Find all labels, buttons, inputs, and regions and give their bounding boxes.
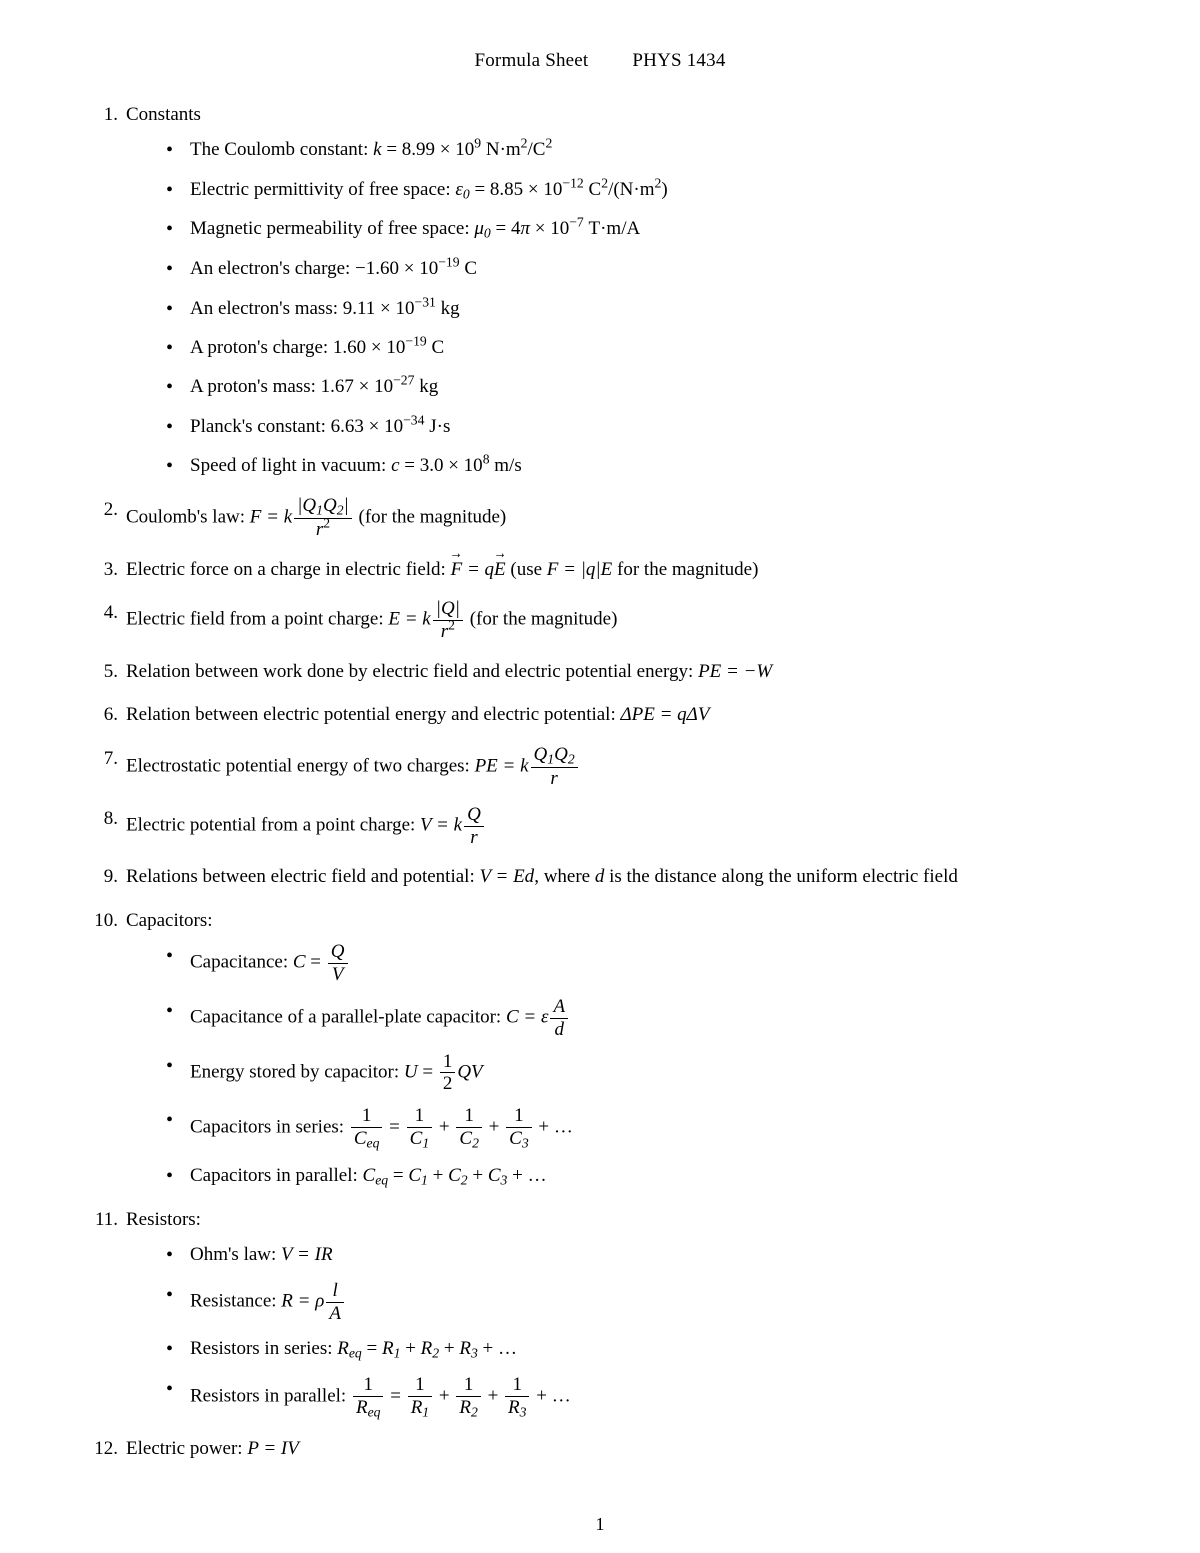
const-coulomb: The Coulomb constant: k = 8.99 × 109 N·m…: [166, 135, 1110, 164]
const-permittivity: Electric permittivity of free space: ε0 …: [166, 175, 1110, 205]
item-11-title: Resistors:: [126, 1209, 201, 1230]
const-permeability: Magnetic permeability of free space: μ0 …: [166, 214, 1110, 244]
document-page: Formula Sheet PHYS 1434 Constants The Cou…: [0, 0, 1200, 1553]
item-1-title: Constants: [126, 104, 201, 125]
resistors-bullets: Ohm's law: V = IR Resistance: R = ρlA Re…: [166, 1240, 1110, 1420]
item-1-constants: Constants The Coulomb constant: k = 8.99…: [90, 100, 1110, 481]
res-ohms-law: Ohm's law: V = IR: [166, 1240, 1110, 1269]
cap-parallel: Capacitors in parallel: Ceq = C1 + C2 + …: [166, 1161, 1110, 1191]
item-4-post: (for the magnitude): [465, 609, 617, 630]
page-header: Formula Sheet PHYS 1434: [90, 50, 1110, 72]
item-8-frac: Qr: [464, 804, 484, 849]
const-planck: Planck's constant: 6.63 × 10−34 J·s: [166, 412, 1110, 441]
cap-capacitance: Capacitance: C = QV: [166, 941, 1110, 986]
item-7-electrostatic-pe: Electrostatic potential energy of two ch…: [90, 744, 1110, 790]
item-9-field-potential: Relations between electric field and pot…: [90, 862, 1110, 891]
const-electron-mass: An electron's mass: 9.11 × 10−31 kg: [166, 294, 1110, 323]
item-2-post: (for the magnitude): [354, 506, 506, 527]
constants-bullets: The Coulomb constant: k = 8.99 × 109 N·m…: [166, 135, 1110, 480]
formula-list: Constants The Coulomb constant: k = 8.99…: [90, 100, 1110, 1464]
res-resistance: Resistance: R = ρlA: [166, 1280, 1110, 1325]
item-2-coulombs-law: Coulomb's law: F = k|Q1Q2|r2 (for the ma…: [90, 495, 1110, 541]
capacitors-bullets: Capacitance: C = QV Capacitance of a par…: [166, 941, 1110, 1191]
item-10-capacitors: Capacitors: Capacitance: C = QV Capacita…: [90, 906, 1110, 1191]
const-electron-charge: An electron's charge: −1.60 × 10−19 C: [166, 254, 1110, 283]
item-10-title: Capacitors:: [126, 910, 213, 931]
item-8-pre: Electric potential from a point charge:: [126, 814, 420, 835]
item-5-work-pe: Relation between work done by electric f…: [90, 657, 1110, 686]
item-7-pre: Electrostatic potential energy of two ch…: [126, 755, 475, 776]
const-proton-mass: A proton's mass: 1.67 × 10−27 kg: [166, 372, 1110, 401]
const-speed-light: Speed of light in vacuum: c = 3.0 × 108 …: [166, 451, 1110, 480]
page-number: 1: [0, 1514, 1200, 1535]
item-8-potential-point: Electric potential from a point charge: …: [90, 804, 1110, 849]
const-proton-charge: A proton's charge: 1.60 × 10−19 C: [166, 333, 1110, 362]
cap-energy: Energy stored by capacitor: U = 12QV: [166, 1051, 1110, 1096]
item-4-efield-point: Electric field from a point charge: E = …: [90, 598, 1110, 643]
item-4-frac: |Q|r2: [433, 598, 463, 643]
item-7-frac: Q1Q2r: [531, 744, 578, 790]
cap-series: Capacitors in series: 1Ceq = 1C1 + 1C2 +…: [166, 1105, 1110, 1151]
item-12-electric-power: Electric power: P = IV: [90, 1434, 1110, 1463]
header-right: PHYS 1434: [632, 50, 725, 72]
res-series: Resistors in series: Req = R1 + R2 + R3 …: [166, 1334, 1110, 1364]
res-parallel: Resistors in parallel: 1Req = 1R1 + 1R2 …: [166, 1374, 1110, 1420]
item-4-pre: Electric field from a point charge:: [126, 609, 388, 630]
header-left: Formula Sheet: [474, 50, 588, 72]
item-2-frac: |Q1Q2|r2: [294, 495, 352, 541]
cap-parallel-plate: Capacitance of a parallel-plate capacito…: [166, 996, 1110, 1041]
item-6-pe-potential: Relation between electric potential ener…: [90, 700, 1110, 729]
item-2-pre: Coulomb's law:: [126, 506, 250, 527]
item-11-resistors: Resistors: Ohm's law: V = IR Resistance:…: [90, 1205, 1110, 1420]
item-3-electric-force: Electric force on a charge in electric f…: [90, 555, 1110, 584]
